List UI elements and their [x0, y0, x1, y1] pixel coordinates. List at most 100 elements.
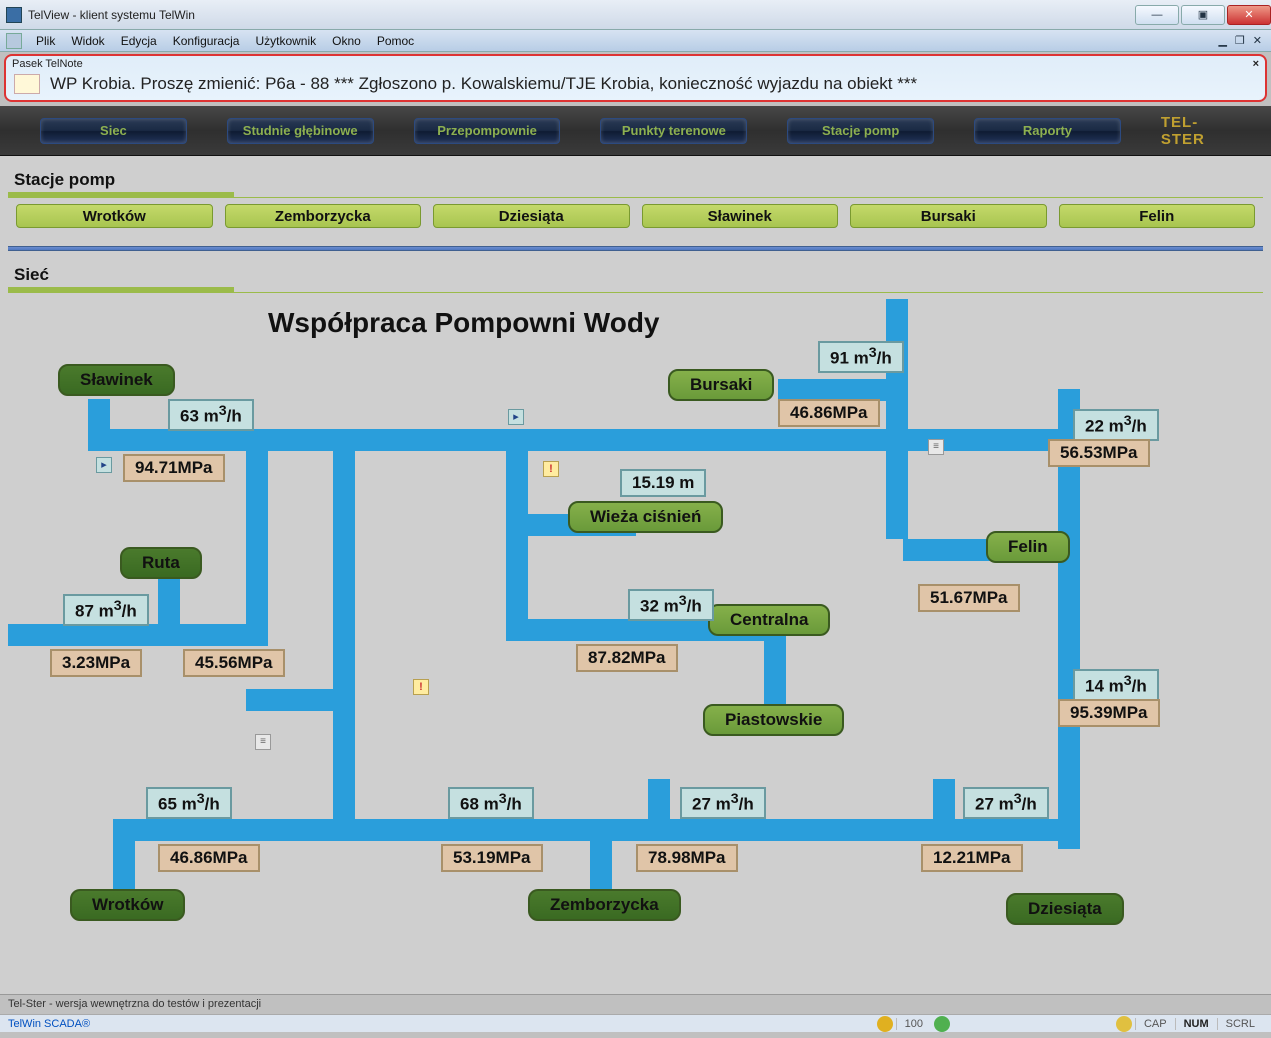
- menu-app-icon: [6, 33, 22, 49]
- node-zemborzycka[interactable]: Zemborzycka: [528, 889, 681, 921]
- pipe: [933, 779, 955, 839]
- pipe: [246, 429, 268, 644]
- pipe: [886, 299, 908, 539]
- status-bar: TelWin SCADA® 100 CAP NUM SCRL: [0, 1014, 1271, 1032]
- toolbar-studnie-button[interactable]: Studnie głębinowe: [227, 118, 374, 144]
- telnote-message: WP Krobia. Proszę zmienić: P6a - 88 *** …: [50, 74, 917, 94]
- pump-icon[interactable]: ▸: [96, 457, 112, 473]
- status-num: NUM: [1175, 1018, 1217, 1030]
- node-centralna[interactable]: Centralna: [708, 604, 830, 636]
- pressure-dz1: 78.98MPa: [636, 844, 738, 872]
- tab-zemborzycka[interactable]: Zemborzycka: [225, 204, 422, 228]
- flow-dz2: 27 m3/h: [963, 787, 1049, 819]
- telnote-header: Pasek TelNote: [12, 58, 83, 70]
- alert-icon[interactable]: !: [543, 461, 559, 477]
- pipe: [113, 819, 353, 841]
- pipe: [88, 429, 908, 451]
- window-buttons: — ▣ ✕: [1133, 5, 1271, 25]
- pipe: [8, 624, 268, 646]
- divider: [8, 192, 1263, 198]
- status-warning-icon[interactable]: [877, 1016, 893, 1032]
- telnote-note-icon: [14, 74, 40, 94]
- diagram-title: Współpraca Pompowni Wody: [268, 307, 660, 339]
- pipe: [648, 779, 670, 839]
- menu-uzytkownik[interactable]: Użytkownik: [247, 34, 324, 48]
- pressure-wrotkow: 46.86MPa: [158, 844, 260, 872]
- alert-icon[interactable]: !: [413, 679, 429, 695]
- tab-dziesiata[interactable]: Dziesiąta: [433, 204, 630, 228]
- pump-icon[interactable]: ▸: [508, 409, 524, 425]
- flow-wrotkow: 65 m3/h: [146, 787, 232, 819]
- pressure-felin2: 51.67MPa: [918, 584, 1020, 612]
- pressure-ruta2: 45.56MPa: [183, 649, 285, 677]
- menu-okno[interactable]: Okno: [324, 34, 369, 48]
- mdi-close-icon[interactable]: ✕: [1250, 34, 1265, 47]
- node-ruta[interactable]: Ruta: [120, 547, 202, 579]
- tab-felin[interactable]: Felin: [1059, 204, 1256, 228]
- section-siec-title: Sieć: [14, 265, 1263, 285]
- flow-ruta: 87 m3/h: [63, 594, 149, 626]
- flow-dz1: 27 m3/h: [680, 787, 766, 819]
- note-icon[interactable]: ≡: [928, 439, 944, 455]
- pressure-slawinek: 94.71MPa: [123, 454, 225, 482]
- status-scrl: SCRL: [1217, 1018, 1263, 1030]
- divider: [8, 287, 1263, 293]
- node-dziesiata[interactable]: Dziesiąta: [1006, 893, 1124, 925]
- menu-edycja[interactable]: Edycja: [113, 34, 165, 48]
- node-wrotkow[interactable]: Wrotków: [70, 889, 185, 921]
- brand-label: TEL-STER: [1161, 114, 1231, 148]
- pressure-felin1: 56.53MPa: [1048, 439, 1150, 467]
- close-button[interactable]: ✕: [1227, 5, 1271, 25]
- mdi-minimize-icon[interactable]: ▁: [1215, 34, 1229, 47]
- node-piastowskie[interactable]: Piastowskie: [703, 704, 844, 736]
- menu-widok[interactable]: Widok: [63, 34, 112, 48]
- menu-pomoc[interactable]: Pomoc: [369, 34, 422, 48]
- pipe: [778, 379, 898, 401]
- menu-konfiguracja[interactable]: Konfiguracja: [165, 34, 248, 48]
- pressure-felin3: 95.39MPa: [1058, 699, 1160, 727]
- toolbar-siec-button[interactable]: Siec: [40, 118, 187, 144]
- toolbar-raporty-button[interactable]: Raporty: [974, 118, 1121, 144]
- pipe: [113, 819, 135, 899]
- node-wieza[interactable]: Wieża ciśnień: [568, 501, 723, 533]
- window-title: TelView - klient systemu TelWin: [28, 8, 1133, 22]
- toolbar-stacje-button[interactable]: Stacje pomp: [787, 118, 934, 144]
- pressure-ruta1: 3.23MPa: [50, 649, 142, 677]
- minimize-button[interactable]: —: [1135, 5, 1179, 25]
- tab-slawinek[interactable]: Sławinek: [642, 204, 839, 228]
- status-link[interactable]: TelWin SCADA®: [8, 1018, 90, 1030]
- flow-centralna: 32 m3/h: [628, 589, 714, 621]
- separator-blue: [8, 246, 1263, 251]
- node-bursaki[interactable]: Bursaki: [668, 369, 774, 401]
- menu-plik[interactable]: Plik: [28, 34, 63, 48]
- pressure-zemb: 53.19MPa: [441, 844, 543, 872]
- pressure-centralna: 87.82MPa: [576, 644, 678, 672]
- title-bar: TelView - klient systemu TelWin — ▣ ✕: [0, 0, 1271, 30]
- status-bar-info: Tel-Ster - wersja wewnętrzna do testów i…: [0, 994, 1271, 1014]
- tab-bursaki[interactable]: Bursaki: [850, 204, 1047, 228]
- toolbar-przepompownie-button[interactable]: Przepompownie: [414, 118, 561, 144]
- status-users-icon[interactable]: [1116, 1016, 1132, 1032]
- section-stacje-title: Stacje pomp: [14, 170, 1263, 190]
- maximize-button[interactable]: ▣: [1181, 5, 1225, 25]
- telnote-close-icon[interactable]: ×: [1253, 58, 1259, 70]
- note-icon[interactable]: ≡: [255, 734, 271, 750]
- pipe: [353, 819, 1080, 841]
- node-slawinek[interactable]: Sławinek: [58, 364, 175, 396]
- status-cap: CAP: [1135, 1018, 1175, 1030]
- toolbar-punkty-button[interactable]: Punkty terenowe: [600, 118, 747, 144]
- content-area: Stacje pomp Wrotków Zemborzycka Dziesiąt…: [0, 156, 1271, 994]
- status-sound-icon[interactable]: [934, 1016, 950, 1032]
- main-toolbar: Siec Studnie głębinowe Przepompownie Pun…: [0, 106, 1271, 156]
- mdi-restore-icon[interactable]: ❐: [1232, 34, 1248, 47]
- pressure-bursaki: 46.86MPa: [778, 399, 880, 427]
- height-wieza: 15.19 m: [620, 469, 706, 497]
- node-felin[interactable]: Felin: [986, 531, 1070, 563]
- flow-zemb: 68 m3/h: [448, 787, 534, 819]
- pressure-dz2: 12.21MPa: [921, 844, 1023, 872]
- pipe: [88, 399, 110, 451]
- tab-wrotkow[interactable]: Wrotków: [16, 204, 213, 228]
- app-icon: [6, 7, 22, 23]
- menu-bar: Plik Widok Edycja Konfiguracja Użytkowni…: [0, 30, 1271, 52]
- pipe: [246, 689, 346, 711]
